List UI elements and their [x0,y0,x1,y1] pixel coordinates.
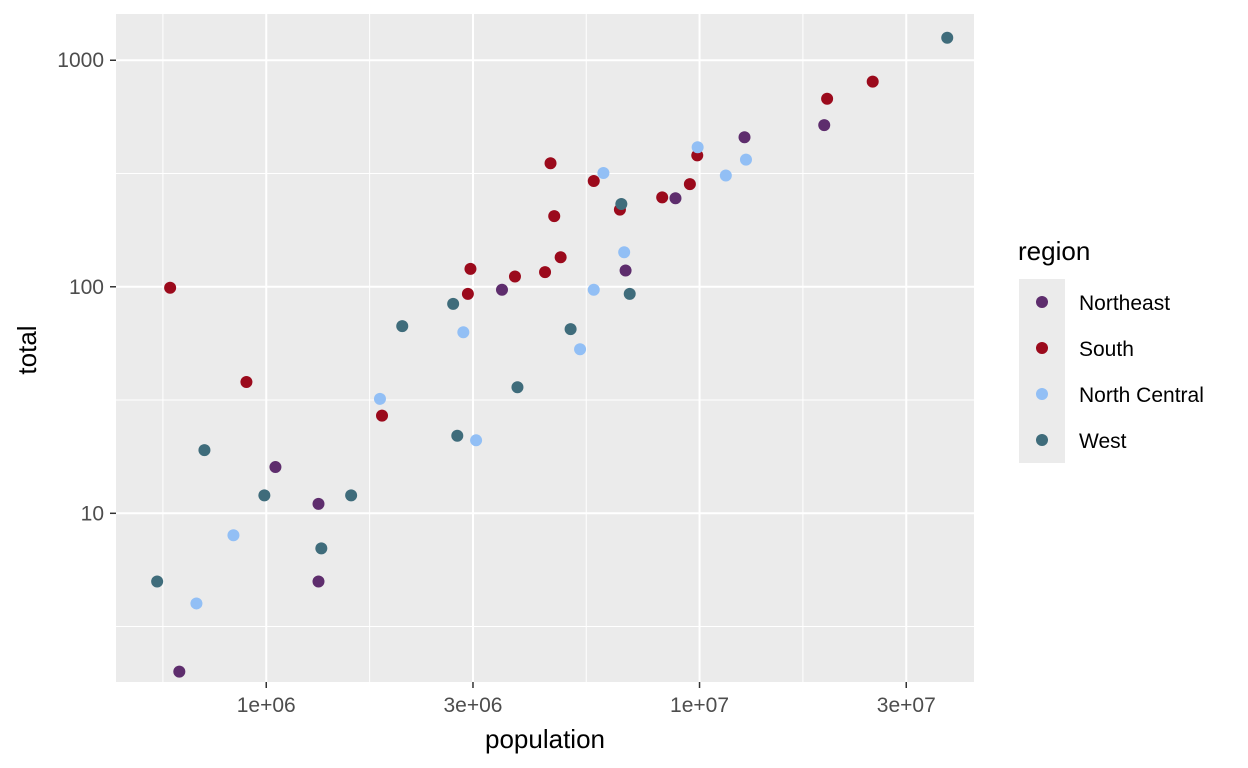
data-point-northeast [312,497,325,510]
data-point-northeast [495,283,508,296]
data-point-northeast [619,264,632,277]
data-point-south [656,191,669,204]
x-tick-label: 3e+07 [877,694,936,717]
data-point-north-central [373,392,386,405]
data-point-south [683,178,696,191]
data-point-north-central [719,169,732,182]
data-point-west [564,323,577,336]
data-point-west [315,542,328,555]
y-axis-title: total [12,325,42,374]
y-tick-label: 1000 [57,49,104,72]
legend-key-background [1019,279,1065,463]
data-point-north-central [739,153,752,166]
data-point-south [461,287,474,300]
data-points [151,31,954,678]
data-point-west [198,444,211,457]
data-point-south [544,157,557,170]
data-point-south [587,175,600,188]
data-point-west [623,287,636,300]
data-point-west [511,381,524,394]
legend: region Northeast South North Central West [1018,236,1204,463]
y-tick-label: 10 [81,502,104,525]
legend-label-northeast: Northeast [1079,292,1170,315]
x-tick-label: 1e+06 [237,694,296,717]
minor-gridlines [116,14,974,682]
data-point-north-central [597,166,610,179]
data-point-west [345,489,358,502]
data-point-north-central [574,343,587,356]
legend-key-northeast [1036,296,1048,308]
data-point-northeast [669,192,682,205]
data-point-west [258,489,271,502]
legend-label-north-central: North Central [1079,384,1204,407]
legend-key-west [1036,434,1048,446]
data-point-west [941,31,954,44]
y-tick-label: 100 [69,276,104,299]
data-point-northeast [173,665,186,678]
data-point-south [866,75,879,88]
data-point-south [376,409,389,422]
data-point-south [464,262,477,275]
x-tick-label: 3e+06 [443,694,502,717]
major-gridlines [116,14,974,682]
data-point-south [821,92,834,105]
data-point-north-central [457,326,470,339]
data-point-south [554,251,567,264]
legend-label-south: South [1079,338,1134,361]
data-point-northeast [818,119,831,132]
legend-key-north-central [1036,388,1048,400]
data-point-north-central [618,246,631,259]
data-point-northeast [738,131,751,144]
data-point-west [451,429,464,442]
data-point-northeast [269,461,282,474]
data-point-south [164,281,177,294]
data-point-north-central [691,141,704,154]
data-point-south [508,270,521,283]
data-point-west [151,575,164,588]
x-axis: 1e+06 3e+06 1e+07 3e+07 [237,682,936,717]
data-point-west [447,297,460,310]
legend-key-south [1036,342,1048,354]
x-tick-label: 1e+07 [670,694,729,717]
legend-title: region [1018,236,1090,266]
plot-panel [116,14,974,682]
data-point-south [240,375,253,388]
y-axis: 10 100 1000 [57,49,116,525]
data-point-south [548,210,561,223]
data-point-west [396,320,409,333]
data-point-northeast [312,575,325,588]
data-point-north-central [190,597,203,610]
data-point-south [539,266,552,279]
x-axis-title: population [485,724,605,754]
data-point-west [615,197,628,210]
data-point-north-central [587,283,600,296]
data-point-north-central [227,529,240,542]
data-point-north-central [470,434,483,447]
legend-label-west: West [1079,430,1127,453]
